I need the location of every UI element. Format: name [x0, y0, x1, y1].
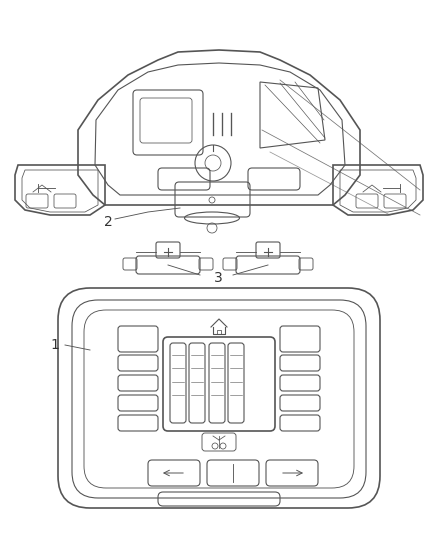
Text: 3: 3 — [214, 271, 223, 285]
Text: 1: 1 — [50, 338, 60, 352]
Text: 2: 2 — [104, 215, 113, 229]
